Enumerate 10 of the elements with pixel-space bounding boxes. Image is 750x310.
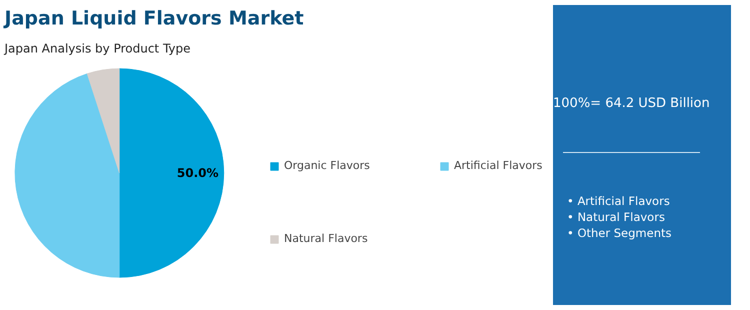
- legend-label: Natural Flavors: [284, 232, 369, 245]
- text: • Natural Flavors: [567, 208, 666, 225]
- text: • Other Segments: [567, 224, 672, 241]
- text: 100%= 64.2 USD Billion: [553, 95, 710, 113]
- chart-title: Japan Liquid Flavors Market: [2, 8, 304, 30]
- legend-label: Organic Flavors: [284, 159, 371, 172]
- text: • Artificial Flavors: [567, 192, 671, 209]
- legend-label: Artificial Flavors: [454, 159, 544, 172]
- data-label: 50.0%: [176, 166, 219, 180]
- chart-subtitle: Japan Analysis by Product Type: [4, 42, 191, 56]
